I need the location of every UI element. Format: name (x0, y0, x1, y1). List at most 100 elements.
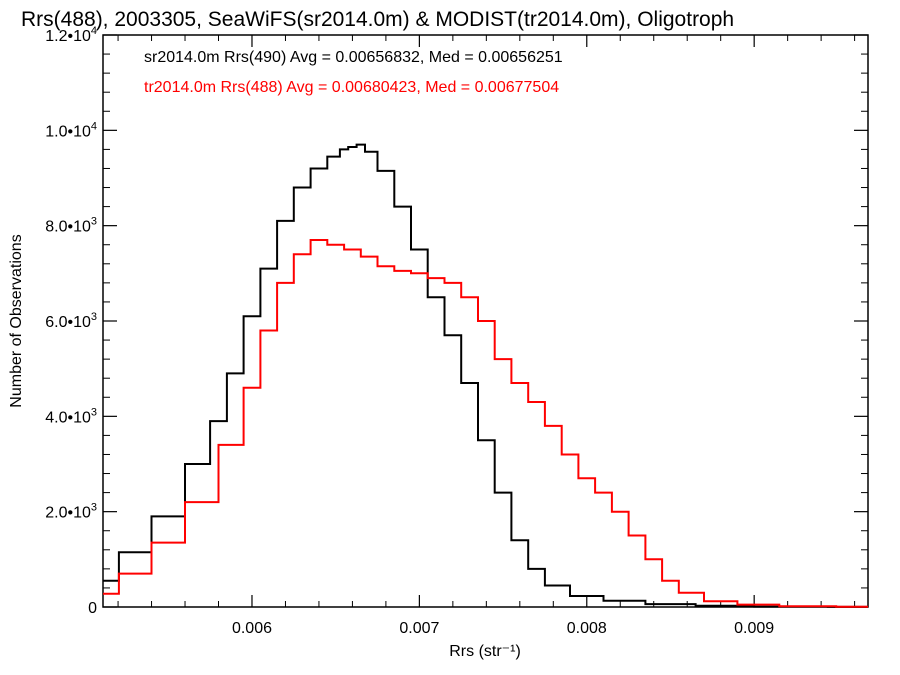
y-tick-label-1: 2.0•103 (45, 502, 97, 522)
series-1-point-26 (552, 585, 554, 587)
series-2-point-11 (352, 249, 354, 251)
series-1-point-17 (402, 206, 404, 208)
series-2-point-33 (753, 604, 755, 606)
series-1-point-2 (167, 516, 169, 518)
series-2-point-25 (586, 478, 588, 480)
series-1-point-5 (234, 373, 236, 375)
x-axis-label: Rrs (str⁻¹) (449, 643, 521, 660)
series-2-point-2 (167, 542, 169, 544)
series-1-point-14 (360, 144, 362, 146)
series-1-point-28 (619, 600, 621, 602)
series-1-point-24 (519, 539, 521, 541)
series-2-point-1 (134, 573, 136, 575)
y-tick-exponent-6: 4 (91, 25, 97, 37)
y-tick-label-2: 4.0•103 (45, 406, 97, 426)
axis-tick-labels: 0.006 0.007 0.008 0.00902.0•1034.0•1036.0•1… (45, 25, 774, 637)
data-series (102, 143, 869, 608)
series-1-point-25 (536, 568, 538, 570)
x-tick-label-0: 0.006 (232, 620, 272, 637)
series-2-point-21 (519, 382, 521, 384)
series-1-point-16 (385, 170, 387, 172)
series-2-point-34 (804, 605, 806, 607)
y-axis-label: Number of Observations (8, 234, 25, 407)
series-1-point-10 (318, 168, 320, 170)
series-1-point-20 (452, 335, 454, 337)
legend-entry-2: tr2014.0m Rrs(488) Avg = 0.00680423, Med… (144, 79, 559, 96)
y-tick-mantissa-6: 1.2•10 (45, 28, 91, 45)
series-1-point-15 (368, 151, 370, 153)
series-1-point-23 (502, 492, 504, 494)
series-2-point-13 (385, 265, 387, 267)
y-tick-mantissa-4: 8.0•10 (45, 219, 91, 236)
y-tick-exponent-1: 3 (91, 502, 97, 514)
series-2-point-26 (603, 492, 605, 494)
series-1-point-8 (285, 220, 287, 222)
series-1-point-7 (268, 268, 270, 270)
series-2-point-23 (552, 425, 554, 427)
series-2-point-30 (670, 580, 672, 582)
x-tick-label-1: 0.007 (399, 620, 439, 637)
y-tick-exponent-3: 3 (91, 311, 97, 323)
series-2-point-9 (318, 239, 320, 241)
x-tick-label-3: 0.009 (734, 620, 774, 637)
series-1-point-0 (102, 580, 104, 582)
x-tick-label-2: 0.008 (567, 620, 607, 637)
series-2-point-35 (867, 606, 869, 608)
series-1-point-21 (469, 382, 471, 384)
series-2-point-10 (335, 244, 337, 246)
series-1-point-19 (435, 296, 437, 298)
series-2-point-28 (636, 535, 638, 537)
y-tick-mantissa-2: 4.0•10 (45, 409, 91, 426)
series-1-point-29 (670, 603, 672, 605)
y-tick-label-3: 6.0•103 (45, 311, 97, 331)
series-line-1 (103, 143, 868, 608)
series-2-point-32 (720, 600, 722, 602)
y-tick-exponent-5: 4 (91, 120, 97, 132)
series-1-point-12 (343, 149, 345, 151)
series-2-point-14 (402, 270, 404, 272)
series-1-point-4 (218, 420, 220, 422)
series-2-point-31 (686, 592, 688, 594)
series-2-point-19 (486, 320, 488, 322)
series-2-point-20 (502, 358, 504, 360)
series-2-point-15 (419, 273, 421, 275)
series-1-point-11 (335, 156, 337, 158)
series-2-point-27 (619, 511, 621, 513)
y-tick-mantissa-3: 6.0•10 (45, 314, 91, 331)
series-2-point-12 (368, 256, 370, 258)
series-1-point-13 (352, 146, 354, 148)
series-1-point-22 (486, 439, 488, 441)
y-tick-label-0: 0 (88, 600, 97, 617)
series-2-point-29 (653, 559, 655, 561)
y-tick-exponent-4: 3 (91, 216, 97, 228)
series-1-point-30 (720, 605, 722, 607)
series-2-point-22 (536, 401, 538, 403)
series-1-point-1 (134, 551, 136, 553)
series-2-point-7 (285, 282, 287, 284)
series-2-point-0 (102, 593, 104, 595)
y-tick-label-6: 1.2•104 (45, 25, 97, 45)
series-2-point-4 (234, 444, 236, 446)
series-2-point-5 (251, 387, 253, 389)
series-2-point-3 (201, 501, 203, 503)
y-tick-label-4: 8.0•103 (45, 216, 97, 236)
series-1-point-6 (251, 315, 253, 317)
series-2-point-24 (569, 454, 571, 456)
series-2-point-16 (435, 277, 437, 279)
series-1-point-9 (301, 187, 303, 189)
series-1-point-18 (419, 249, 421, 251)
chart-title: Rrs(488), 2003305, SeaWiFS(sr2014.0m) & … (21, 8, 734, 31)
series-2-point-6 (268, 330, 270, 332)
y-tick-mantissa-1: 2.0•10 (45, 505, 91, 522)
y-tick-mantissa-5: 1.0•10 (45, 123, 91, 140)
series-1-point-3 (201, 463, 203, 465)
y-tick-exponent-2: 3 (91, 406, 97, 418)
series-line-2 (103, 239, 868, 608)
series-2-point-18 (469, 296, 471, 298)
series-1-point-27 (586, 595, 588, 597)
y-tick-label-5: 1.0•104 (45, 120, 97, 140)
axis-ticks (103, 34, 868, 608)
series-2-point-17 (452, 282, 454, 284)
legend-entry-1: sr2014.0m Rrs(490) Avg = 0.00656832, Med… (144, 49, 563, 66)
